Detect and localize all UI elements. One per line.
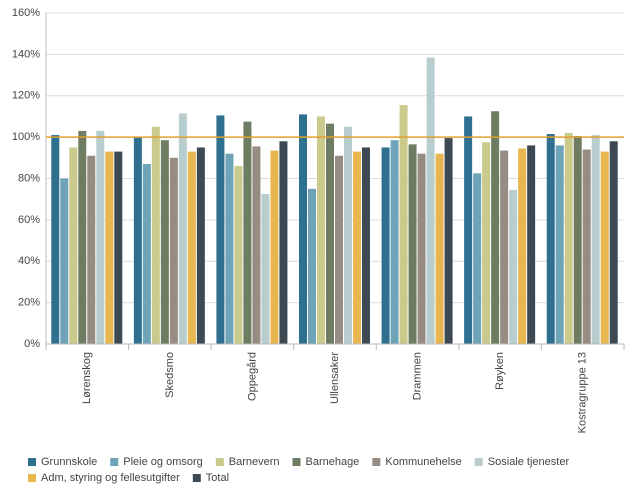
bar [527, 145, 536, 344]
bar [142, 164, 151, 344]
bar [500, 150, 509, 344]
bar [187, 151, 196, 344]
legend-item: Barnevern [215, 456, 280, 468]
legend-item: Pleie og omsorg [110, 456, 203, 468]
bar [417, 153, 426, 344]
legend-swatch [292, 458, 301, 466]
bar [464, 116, 473, 344]
bar [178, 113, 187, 344]
bar [160, 140, 169, 344]
bar [435, 153, 444, 344]
x-tick-label: Drammen [411, 352, 423, 400]
bar [279, 141, 288, 344]
bar [69, 147, 78, 344]
bar [362, 147, 370, 344]
bar [225, 153, 234, 344]
bar [234, 166, 243, 344]
bar [399, 105, 408, 344]
y-tick-label: 100% [12, 131, 40, 143]
legend-swatch [474, 458, 483, 466]
x-tick-label: Kostragruppe 13 [577, 352, 589, 433]
bar [491, 111, 500, 344]
legend-label: Total [206, 472, 229, 484]
bar [408, 144, 417, 344]
bar [87, 155, 96, 344]
bar [196, 147, 205, 344]
bar [582, 149, 591, 344]
bar [51, 135, 60, 344]
bar [299, 114, 307, 345]
bar [591, 135, 600, 344]
bar [600, 151, 609, 344]
bar [105, 151, 114, 344]
x-tick-label: Skedsmo [164, 352, 176, 398]
bar [573, 136, 582, 344]
bar [151, 126, 160, 344]
bar [96, 130, 105, 344]
legend-item: Grunnskole [28, 456, 97, 468]
y-tick-label: 40% [18, 255, 40, 267]
bar [518, 148, 527, 344]
legend-label: Grunnskole [41, 456, 97, 468]
legend-item: Kommunehelse [372, 456, 462, 468]
bar [216, 115, 225, 344]
y-tick-label: 20% [18, 297, 40, 309]
y-tick-label: 120% [12, 90, 40, 102]
bar [252, 146, 261, 344]
x-tick-label: Oppegård [246, 352, 258, 401]
legend-swatch [372, 458, 381, 466]
bar [609, 141, 618, 344]
legend-label: Sosiale tjenester [488, 456, 570, 468]
bar [243, 121, 252, 344]
bar [335, 155, 343, 344]
y-tick-label: 60% [18, 214, 40, 226]
legend-label: Barnehage [306, 456, 360, 468]
bar [546, 134, 555, 344]
bar [317, 116, 325, 344]
bar [114, 151, 123, 344]
bar [326, 123, 334, 344]
legend-item: Adm, styring og fellesutgifter [28, 472, 180, 484]
legend-label: Kommunehelse [385, 456, 461, 468]
legend-item: Total [192, 472, 229, 484]
legend-label: Adm, styring og fellesutgifter [41, 472, 180, 484]
bar [555, 145, 564, 344]
legend-item: Sosiale tjenester [474, 456, 570, 468]
x-tick-label: Røyken [494, 352, 506, 390]
y-tick-label: 80% [18, 172, 40, 184]
bar [169, 157, 178, 344]
legend-swatch [110, 458, 119, 466]
y-tick-label: 140% [12, 48, 40, 60]
bar [509, 189, 518, 344]
legend-label: Barnevern [229, 456, 280, 468]
bar [60, 178, 69, 344]
bar [344, 126, 352, 344]
x-tick-label: Lørenskog [81, 352, 93, 404]
bar [390, 140, 399, 344]
bar [381, 147, 390, 344]
legend-item: Barnehage [292, 456, 360, 468]
x-tick-label: Ullensaker [329, 352, 341, 404]
legend-label: Pleie og omsorg [123, 456, 203, 468]
bar [473, 173, 482, 344]
bar [78, 130, 87, 344]
bar [308, 188, 316, 344]
legend-swatch [192, 474, 201, 482]
bar [444, 138, 453, 344]
bar [353, 151, 361, 344]
y-tick-label: 0% [24, 338, 40, 350]
bar [426, 57, 435, 345]
bar [270, 150, 279, 344]
legend-swatch [215, 458, 224, 466]
y-tick-label: 160% [12, 7, 40, 19]
bar [261, 194, 270, 344]
legend-swatch [28, 458, 36, 466]
bar [564, 132, 573, 344]
bar [482, 142, 491, 344]
legend-swatch [28, 474, 36, 482]
bar [133, 137, 142, 344]
